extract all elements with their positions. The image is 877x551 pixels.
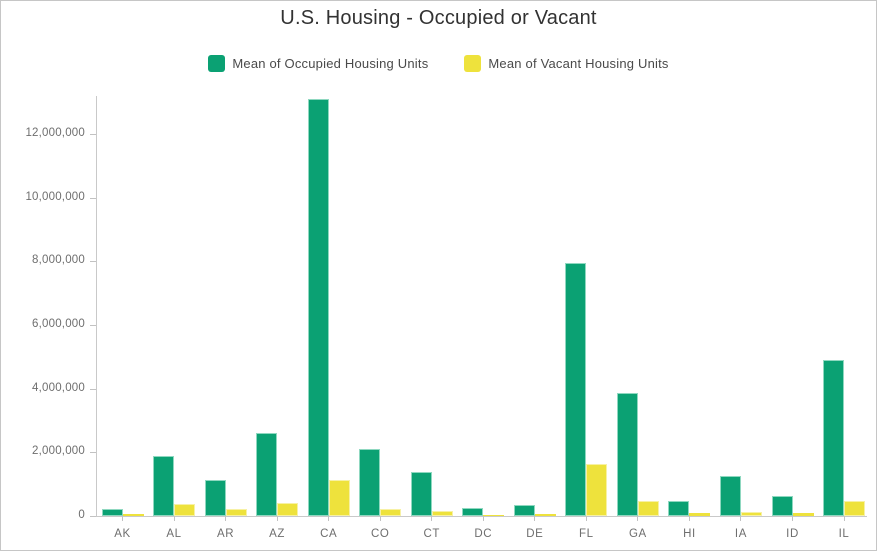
y-axis-line: [96, 96, 97, 516]
x-tick: [276, 516, 278, 521]
x-tick: [637, 516, 639, 521]
bar-vacant-AR[interactable]: [225, 509, 247, 516]
bar-occupied-IL[interactable]: [823, 360, 845, 516]
bar-occupied-DC[interactable]: [462, 508, 484, 516]
x-tick: [688, 516, 690, 521]
vacant-series-swatch-icon: [464, 55, 482, 72]
bar-occupied-CA[interactable]: [307, 99, 329, 516]
x-axis-line: [96, 516, 867, 517]
x-axis-label: CO: [370, 528, 390, 540]
x-axis-label: CA: [320, 528, 338, 540]
x-tick: [431, 516, 433, 521]
x-axis-label: DE: [526, 528, 544, 540]
bar-occupied-IA[interactable]: [719, 476, 741, 516]
legend-label-occupied: Mean of Occupied Housing Units: [232, 56, 429, 71]
bar-occupied-AK[interactable]: [101, 509, 123, 516]
x-axis-label: IL: [838, 528, 850, 540]
bar-occupied-AR[interactable]: [204, 480, 226, 516]
bar-vacant-CO[interactable]: [380, 509, 402, 516]
y-tick: [90, 325, 96, 327]
y-tick: [90, 261, 96, 263]
bar-vacant-IL[interactable]: [844, 501, 866, 516]
bar-vacant-FL[interactable]: [586, 464, 608, 516]
bar-vacant-DE[interactable]: [534, 514, 556, 516]
x-axis-label: GA: [628, 528, 647, 540]
chart-title: U.S. Housing - Occupied or Vacant: [280, 7, 597, 29]
bar-occupied-AZ[interactable]: [256, 433, 278, 516]
y-tick-label: 10,000,000: [25, 190, 85, 203]
y-tick-label: 6,000,000: [32, 318, 85, 331]
y-tick: [90, 197, 96, 199]
y-tick: [90, 134, 96, 136]
bar-occupied-HI[interactable]: [668, 501, 690, 516]
bar-occupied-DE[interactable]: [513, 505, 535, 516]
bar-vacant-DC[interactable]: [483, 515, 505, 516]
x-tick: [173, 516, 175, 521]
legend-label-vacant: Mean of Vacant Housing Units: [488, 56, 669, 71]
y-tick: [90, 516, 96, 517]
x-axis-label: DC: [474, 528, 493, 540]
y-tick-label: 4,000,000: [32, 381, 85, 394]
bar-occupied-CT[interactable]: [410, 472, 432, 516]
occupied-series-swatch-icon: [208, 55, 226, 72]
x-axis-label: HI: [683, 528, 696, 540]
bar-vacant-GA[interactable]: [637, 501, 659, 516]
x-axis-label: AZ: [269, 528, 286, 540]
x-tick: [379, 516, 381, 521]
legend: Mean of Occupied Housing Units Mean of V…: [1, 54, 876, 73]
x-tick: [843, 516, 845, 521]
x-tick: [328, 516, 330, 521]
legend-item-occupied[interactable]: Mean of Occupied Housing Units: [208, 55, 428, 72]
x-tick: [792, 516, 794, 521]
x-axis-label: CT: [423, 528, 440, 540]
bar-vacant-CA[interactable]: [328, 480, 350, 516]
bar-occupied-AL[interactable]: [153, 456, 175, 516]
y-tick: [90, 388, 96, 390]
y-tick-label: 0: [78, 509, 85, 521]
x-axis-label: ID: [786, 528, 799, 540]
bar-vacant-AK[interactable]: [122, 514, 144, 516]
x-axis-label: AK: [114, 528, 131, 540]
bar-vacant-CT[interactable]: [431, 511, 453, 516]
x-tick: [122, 516, 123, 521]
y-tick-label: 12,000,000: [25, 127, 85, 140]
bar-vacant-ID[interactable]: [792, 513, 814, 516]
bar-occupied-CO[interactable]: [359, 449, 381, 516]
x-tick: [585, 516, 587, 521]
y-tick-label: 8,000,000: [32, 254, 85, 267]
bar-occupied-FL[interactable]: [565, 263, 587, 516]
legend-item-vacant[interactable]: Mean of Vacant Housing Units: [464, 55, 668, 72]
bar-vacant-IA[interactable]: [740, 512, 762, 516]
x-axis-label: AR: [216, 528, 235, 540]
y-tick-label: 2,000,000: [32, 445, 85, 458]
bar-vacant-AL[interactable]: [174, 504, 196, 516]
bar-vacant-HI[interactable]: [689, 513, 711, 516]
x-tick: [534, 516, 536, 521]
x-tick: [482, 516, 484, 521]
x-tick: [740, 516, 742, 521]
bar-occupied-GA[interactable]: [616, 393, 638, 516]
x-axis-label: IA: [734, 528, 747, 540]
x-axis-label: AL: [166, 528, 182, 540]
bar-vacant-AZ[interactable]: [277, 503, 299, 516]
bar-occupied-ID[interactable]: [771, 496, 793, 516]
x-axis-label: FL: [579, 528, 594, 540]
x-tick: [225, 516, 227, 521]
y-tick: [90, 452, 96, 454]
